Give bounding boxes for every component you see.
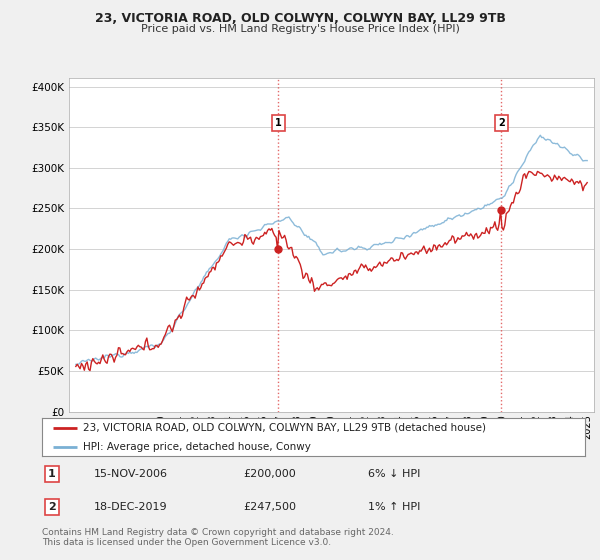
- Text: 6% ↓ HPI: 6% ↓ HPI: [368, 469, 420, 479]
- Text: 1: 1: [48, 469, 56, 479]
- Text: 18-DEC-2019: 18-DEC-2019: [94, 502, 167, 512]
- Text: £200,000: £200,000: [243, 469, 296, 479]
- Text: 23, VICTORIA ROAD, OLD COLWYN, COLWYN BAY, LL29 9TB (detached house): 23, VICTORIA ROAD, OLD COLWYN, COLWYN BA…: [83, 423, 486, 433]
- Text: 1% ↑ HPI: 1% ↑ HPI: [368, 502, 420, 512]
- Text: 2: 2: [48, 502, 56, 512]
- Text: £247,500: £247,500: [243, 502, 296, 512]
- Text: 2: 2: [498, 118, 505, 128]
- Text: 23, VICTORIA ROAD, OLD COLWYN, COLWYN BAY, LL29 9TB: 23, VICTORIA ROAD, OLD COLWYN, COLWYN BA…: [95, 12, 505, 25]
- Text: 1: 1: [275, 118, 281, 128]
- Text: HPI: Average price, detached house, Conwy: HPI: Average price, detached house, Conw…: [83, 442, 311, 452]
- Text: Contains HM Land Registry data © Crown copyright and database right 2024.
This d: Contains HM Land Registry data © Crown c…: [42, 528, 394, 547]
- Text: 15-NOV-2006: 15-NOV-2006: [94, 469, 167, 479]
- Text: Price paid vs. HM Land Registry's House Price Index (HPI): Price paid vs. HM Land Registry's House …: [140, 24, 460, 34]
